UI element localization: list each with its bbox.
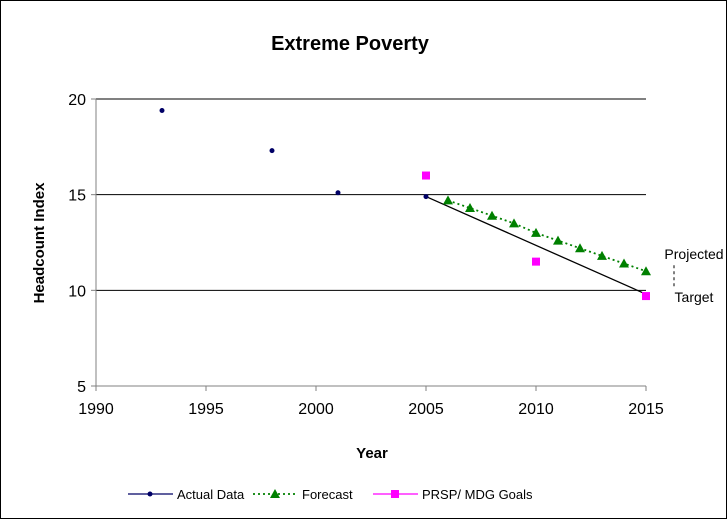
y-tick-label-5: 5 (77, 379, 86, 396)
point-actual-data-3 (423, 194, 429, 200)
chart-title: Extreme Poverty (271, 33, 430, 55)
point-forecast-1 (465, 203, 475, 213)
x-tick-label-1990: 1990 (78, 401, 114, 418)
y-tick-labels: 5 10 15 20 (68, 92, 86, 396)
annotations: Projected Target (664, 246, 723, 305)
x-tick-label-2005: 2005 (408, 401, 444, 418)
annotation-projected: Projected (664, 246, 723, 262)
point-forecast-4 (531, 227, 541, 237)
point-forecast-5 (553, 235, 563, 245)
point-forecast-8 (619, 258, 629, 268)
x-tick-label-2010: 2010 (518, 401, 554, 418)
x-tick-label-1995: 1995 (188, 401, 224, 418)
point-forecast-2 (487, 210, 497, 220)
point-forecast-3 (509, 218, 519, 228)
legend-label-forecast: Forecast (302, 487, 353, 502)
x-tick-label-2015: 2015 (628, 401, 664, 418)
series-lines (425, 195, 647, 295)
y-tick-label-15: 15 (68, 188, 86, 205)
point-forecast-6 (575, 243, 585, 253)
point-prsp-mdg-goals-1 (532, 257, 540, 266)
x-axis-title: Year (356, 445, 388, 462)
point-forecast-7 (597, 250, 607, 260)
point-prsp-mdg-goals-0 (422, 171, 430, 180)
annotation-target: Target (675, 289, 714, 305)
point-actual-data-2 (335, 190, 341, 196)
x-tick-label-2000: 2000 (298, 401, 334, 418)
point-prsp-mdg-goals-2 (642, 292, 650, 301)
y-tick-label-20: 20 (68, 92, 86, 109)
legend-label-prsp-mdg-goals: PRSP/ MDG Goals (422, 487, 533, 502)
gridlines (96, 98, 646, 291)
y-axis-title: Headcount Index (31, 182, 48, 304)
series-markers (159, 107, 651, 301)
point-actual-data-1 (269, 148, 275, 154)
point-actual-data-0 (159, 107, 165, 113)
point-forecast-0 (443, 195, 453, 205)
legend-marker-forecast (270, 489, 280, 498)
legend: Actual Data Forecast PRSP/ MDG Goals (128, 487, 533, 502)
axes (91, 98, 647, 391)
legend-label-actual-data: Actual Data (177, 487, 245, 502)
x-tick-labels: 1990 1995 2000 2005 2010 2015 (78, 401, 664, 418)
point-forecast-9 (641, 266, 651, 276)
y-tick-label-10: 10 (68, 283, 86, 300)
target-line (425, 195, 647, 295)
series-line-forecast (447, 199, 647, 273)
legend-marker-prsp-mdg-goals (391, 490, 399, 498)
legend-marker-actual-data (147, 491, 153, 497)
